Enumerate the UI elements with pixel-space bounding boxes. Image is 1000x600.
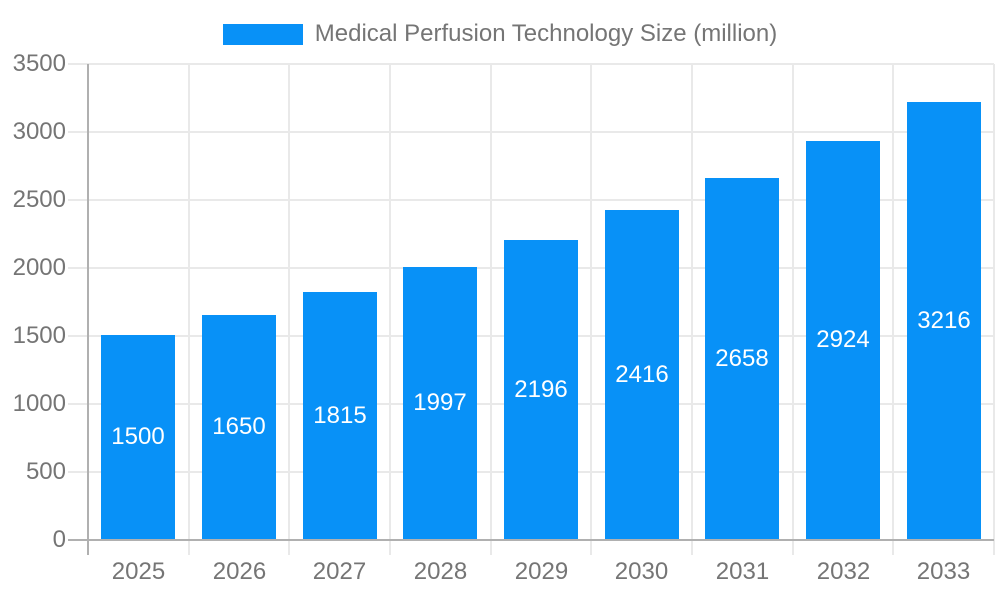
legend-swatch-icon xyxy=(222,23,303,45)
y-tick-label: 2500 xyxy=(12,186,66,213)
x-tick-label: 2028 xyxy=(413,558,468,585)
grid-line-vertical xyxy=(792,64,794,555)
bar: 2658 xyxy=(705,178,779,539)
x-tick-label: 2029 xyxy=(514,558,569,585)
bar-value-label: 1815 xyxy=(313,401,367,429)
grid-line-vertical xyxy=(188,64,190,555)
bar: 2924 xyxy=(806,141,880,539)
x-tick-label: 2030 xyxy=(614,558,669,585)
grid-line-horizontal xyxy=(68,63,994,65)
grid-line-vertical xyxy=(993,64,995,555)
bar-value-label: 2658 xyxy=(715,344,769,372)
grid-line-horizontal xyxy=(68,131,994,133)
bar: 3216 xyxy=(907,102,981,539)
y-tick-label: 3500 xyxy=(12,50,66,77)
grid-line-vertical xyxy=(691,64,693,555)
x-tick-label: 2031 xyxy=(715,558,770,585)
bar-value-label: 2924 xyxy=(816,326,870,353)
y-tick-label: 0 xyxy=(52,526,66,553)
bar: 1815 xyxy=(303,292,377,539)
x-tick-label: 2033 xyxy=(916,558,971,585)
x-axis-line xyxy=(68,539,994,541)
grid-line-horizontal xyxy=(68,199,994,201)
grid-line-vertical xyxy=(389,64,391,555)
y-axis-line xyxy=(87,64,89,555)
bar: 2416 xyxy=(605,210,679,539)
bar: 1997 xyxy=(403,267,477,539)
bar: 1500 xyxy=(101,335,175,539)
y-tick-label: 1000 xyxy=(12,390,66,417)
x-tick-label: 2032 xyxy=(816,558,871,585)
y-tick-label: 3000 xyxy=(12,118,66,145)
legend[interactable]: Medical Perfusion Technology Size (milli… xyxy=(0,22,1000,46)
bar: 1650 xyxy=(202,315,276,539)
grid-line-vertical xyxy=(892,64,894,555)
bar-value-label: 2196 xyxy=(514,375,568,403)
x-tick-label: 2025 xyxy=(111,558,166,585)
grid-line-vertical xyxy=(490,64,492,555)
y-tick-label: 2000 xyxy=(12,254,66,281)
legend-label: Medical Perfusion Technology Size (milli… xyxy=(314,20,778,47)
x-tick-label: 2027 xyxy=(312,558,367,585)
bar-value-label: 1997 xyxy=(413,389,467,416)
bar-value-label: 3216 xyxy=(917,306,971,334)
x-tick-label: 2026 xyxy=(212,558,267,585)
bar-value-label: 1650 xyxy=(212,413,266,440)
bar-value-label: 2416 xyxy=(615,360,669,388)
bar: 2196 xyxy=(504,240,578,539)
y-tick-label: 500 xyxy=(25,458,66,485)
bar-value-label: 1500 xyxy=(111,423,165,450)
grid-line-vertical xyxy=(288,64,290,555)
y-tick-label: 1500 xyxy=(12,322,66,349)
grid-line-vertical xyxy=(590,64,592,555)
